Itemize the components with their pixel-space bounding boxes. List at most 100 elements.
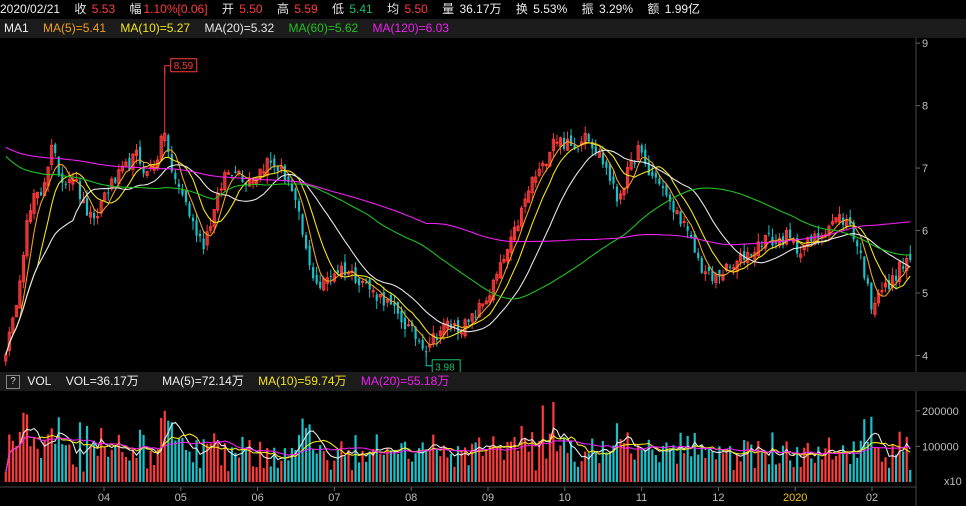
volume-bar [799,466,802,482]
candle-body [57,156,60,175]
candle-body [244,182,248,186]
candle [191,213,195,230]
candle-body [767,232,771,234]
candle [834,217,838,224]
candle-body [403,318,407,330]
candle-body [491,279,495,301]
volume-bar [174,440,177,482]
volume-bar [435,448,438,482]
candle [234,165,237,174]
candle [319,274,322,290]
vol-ma5-legend: MA(5)=72.14万 [162,374,244,388]
ma5-line [5,140,911,355]
candle [99,200,103,218]
volume-bar [396,453,400,482]
candle [467,318,470,326]
candle-body [283,165,286,181]
volume-bar [343,456,347,482]
volume-bar [767,464,771,482]
volume-bar [85,425,89,482]
volume-bar [580,461,583,482]
volume-bar [347,450,350,482]
avg-value: 5.50 [404,2,428,16]
candle-body [488,295,492,303]
candle-body [198,233,202,237]
candle [718,269,721,284]
candle [640,143,643,157]
volume-bar [520,425,523,482]
candle-body [269,160,272,163]
candle [71,172,75,191]
candle-body [459,332,464,335]
time-tick-label: 07 [328,492,340,504]
volume-bar [859,440,862,482]
candle-body [509,236,513,254]
volume-bar [612,445,615,482]
volume-bar [792,467,795,482]
candle [771,228,774,250]
candle-body [167,135,170,153]
vol-indicator-name[interactable]: VOL [27,374,52,388]
candle-body [40,192,43,196]
volume-bar [273,447,276,482]
volume-bar [880,461,884,482]
volume-panel[interactable] [4,401,912,482]
candle-body [852,222,855,240]
candle-body [551,138,555,152]
volume-bar [827,437,831,482]
candle-body [181,189,184,195]
volume-bar [446,457,449,482]
candle-body [902,266,905,269]
volume-bar [527,451,530,482]
candle [830,213,835,226]
volume-bar [725,449,728,482]
candle-body [651,171,654,177]
volume-bar [541,405,544,482]
volume-bar [909,469,912,482]
price-panel[interactable]: 8.59 3.98 [4,58,912,374]
time-tick-label: 04 [98,492,110,504]
volume-bar [276,467,279,482]
volume-bar [209,443,212,482]
volume-bar [350,470,354,482]
volume-bar [764,450,767,482]
candle-body [481,303,485,307]
candle [837,206,842,225]
candle-body [817,232,820,240]
candle-body [909,253,912,260]
candle-body [375,294,378,301]
volume-bar [262,468,265,482]
volume-bar [432,434,435,482]
candle-body [633,162,636,165]
volume-bar [357,462,361,482]
candle-body [319,281,322,288]
volume-bar [478,437,481,482]
time-tick-label: 05 [175,492,187,504]
volume-bar [89,445,92,482]
candle [128,152,131,172]
candle [612,169,615,190]
candle-body [672,201,675,213]
candle-body [209,226,213,231]
help-icon[interactable]: ? [6,374,20,389]
volume-bar [873,447,876,482]
candle-body [223,172,227,191]
volume-bar [421,442,424,482]
volume-bar [803,447,806,482]
volume-bar [456,446,460,482]
candle [470,313,474,330]
volume-bar [849,463,852,482]
candle-body [750,254,753,256]
candle-body [555,141,559,144]
candle [537,162,541,178]
ma-indicator-name[interactable]: MA1 [4,21,29,35]
candle-body [35,191,40,199]
price-tick-label: 9 [922,38,928,50]
candle [895,269,898,290]
candle-body [96,216,100,219]
high-annotation: 8.59 [174,61,194,72]
candle [873,297,877,318]
volume-bar [96,455,99,482]
candle-body [195,220,198,236]
